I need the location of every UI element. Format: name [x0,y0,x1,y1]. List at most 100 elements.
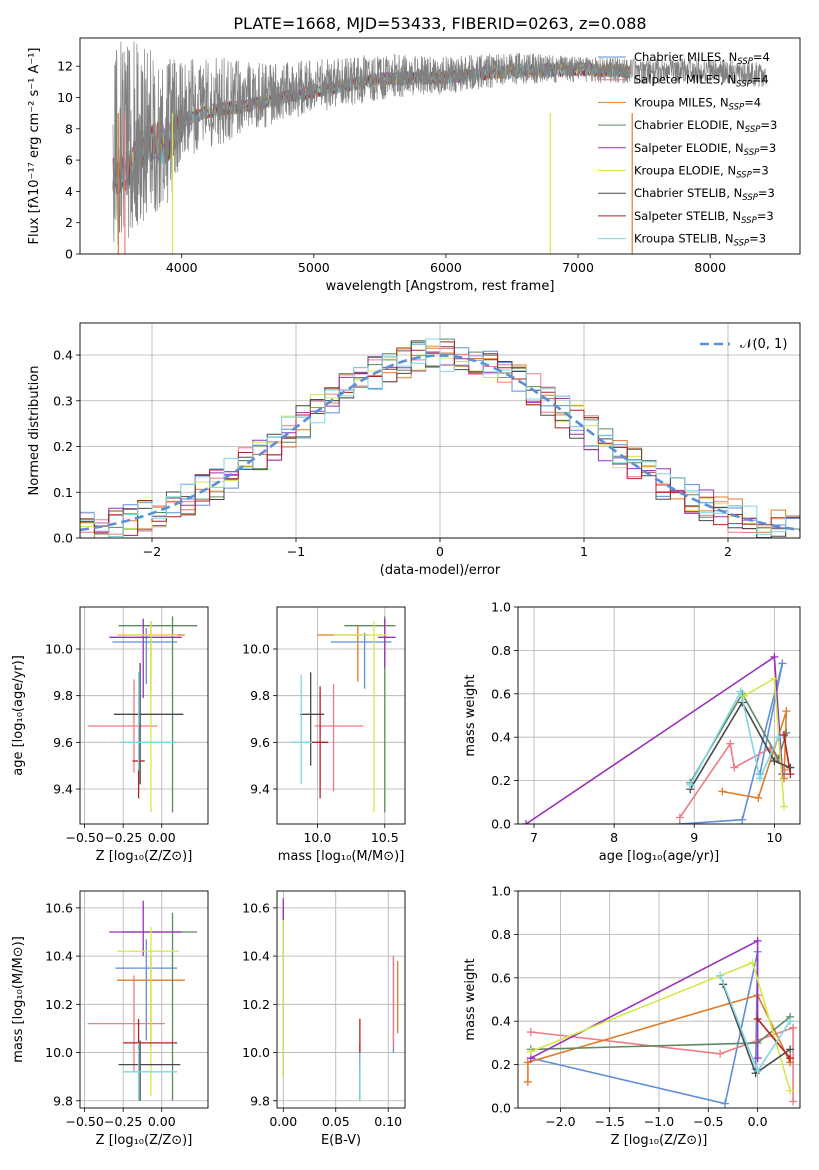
x-tick-label: 10.0 [303,830,331,845]
weight-marker [716,971,725,980]
y-tick-label: 0.0 [53,531,73,546]
x-tick-label: 2 [724,544,732,559]
errorbar-point [118,1040,181,1101]
x-tick-label: 0.00 [269,1114,297,1129]
x-tick-label: −2 [143,544,161,559]
weight-marker [770,674,779,683]
x-tick-label: 6000 [430,260,462,275]
x-tick-label: −1.0 [644,1114,674,1129]
legend-label: Chabrier ELODIE, NSSP=3 [634,118,777,135]
y-tick-label: 0.2 [491,773,511,788]
weight-line [530,1016,791,1051]
y-tick-label: 9.4 [250,782,270,797]
data-spectrum-line [112,41,766,245]
axes-frame [79,890,209,1109]
weight-marker [736,687,745,696]
axes-frame [79,606,209,825]
y-tick-label: 10.6 [242,900,270,915]
y-axis-label: Flux [fλ10⁻¹⁷ erg cm⁻² s⁻¹ A⁻¹] [27,48,42,245]
x-tick-label: 1 [580,544,588,559]
panel-mass-vs-ebv: 0.00 0.05 0.10 9.8 10.0 10.2 10.4 10.6 E(B-V) [242,890,406,1148]
weight-series [686,687,783,789]
x-tick-label: 7 [530,830,538,845]
y-tick-label: 10.4 [45,949,73,964]
x-tick-label: −0.50 [65,1114,103,1129]
axes-frame [517,890,801,1109]
y-tick-label: 10.2 [45,997,73,1012]
panel-residuals: −2 −1 0 1 2 0.0 0.1 0.2 0.3 0.4 (data-model)/error… [27,322,801,578]
y-tick-label: 0.1 [53,485,73,500]
weight-line [756,1018,791,1059]
normal-reference-curve [80,354,800,532]
y-axis-label: Normed distribution [27,366,42,496]
weight-marker [786,1017,795,1026]
panel-spectrum: 4000 5000 6000 7000 8000 0 2 4 6 8 10 12 wavelength … [27,37,801,294]
weight-marker [779,802,788,811]
legend-label: Chabrier STELIB, NSSP=3 [634,186,775,203]
weight-marker [782,707,791,716]
weight-series [526,958,795,1095]
weight-marker [738,815,747,824]
y-tick-label: 10.6 [45,900,73,915]
plot-area [87,616,198,813]
weight-marker [716,1049,725,1058]
y-tick-label: 4 [65,184,73,199]
y-tick-label: 0.8 [491,927,511,942]
panel-mass-vs-Z: −0.50 −0.25 0.00 9.8 10.0 10.2 10.4 10.6 Z [log₁… [11,890,209,1148]
x-axis-label: Z [log₁₀(Z/Z⊙)] [611,1133,708,1148]
y-tick-label: 9.8 [53,1093,73,1108]
weight-marker [675,813,684,822]
y-tick-label: 6 [65,153,73,168]
x-tick-label: −0.25 [104,830,142,845]
x-axis-label: E(B-V) [321,1133,361,1148]
y-tick-label: 10.0 [45,1045,73,1060]
legend-label: Kroupa STELIB, NSSP=3 [634,232,766,249]
weight-marker [523,1058,532,1067]
errorbar-point [314,684,364,792]
y-tick-label: 8 [65,121,73,136]
legend-label: Kroupa ELODIE, NSSP=3 [634,164,769,181]
x-tick-label: 8 [610,830,618,845]
errorbar-point [344,616,396,813]
y-tick-label: 9.4 [53,782,73,797]
axes-frame [79,37,801,255]
weight-marker [748,958,757,967]
legend-label: Salpeter ELODIE, NSSP=3 [634,141,776,158]
x-tick-label: 10 [766,830,782,845]
weight-marker [786,770,795,779]
errorbar-point [123,1018,178,1072]
weight-marker [522,820,531,824]
x-tick-label: −2.0 [545,1114,575,1129]
x-tick-label: 5000 [298,260,330,275]
x-tick-label: −0.50 [65,830,103,845]
y-tick-label: 0.2 [491,1057,511,1072]
x-tick-label: 8000 [694,260,726,275]
weight-marker [789,1097,798,1106]
figure-title: PLATE=1668, MJD=53433, FIBERID=0263, z=0… [233,14,646,33]
y-axis-label: mass weight [463,674,478,756]
panel-mass-weight-vs-age: 7 8 9 10 0.0 0.2 0.4 0.6 0.8 1.0 age [log₁₀(age/yr… [463,600,801,864]
weight-marker [755,774,764,783]
weight-marker [753,1015,762,1024]
x-axis-label: age [log₁₀(age/yr)] [599,849,720,864]
x-tick-label: 9 [690,830,698,845]
plot-area [80,338,800,538]
x-tick-label: 4000 [166,260,198,275]
plot-area [523,936,798,1108]
weight-series [526,1023,798,1106]
y-tick-label: 10.0 [242,642,270,657]
weight-line [525,655,784,824]
weight-marker [789,1023,798,1032]
y-tick-label: 9.8 [250,1093,270,1108]
legend-label: Kroupa MILES, NSSP=4 [634,95,761,112]
errorbar-point [120,672,178,771]
weight-marker [770,757,779,766]
x-tick-label: 0.0 [748,1114,768,1129]
errorbar-point [117,927,179,1096]
weight-line [530,939,759,1059]
x-axis-label: wavelength [Angstrom, rest frame] [326,279,555,294]
y-tick-label: 12 [57,59,73,74]
errorbar-point [113,663,184,785]
weight-marker [718,787,727,796]
weight-line [689,700,791,790]
